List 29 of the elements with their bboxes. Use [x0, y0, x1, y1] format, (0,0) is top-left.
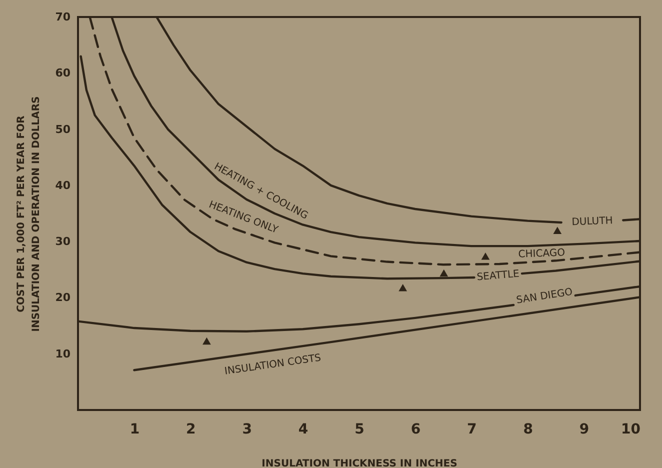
- y-tick-label: 50: [55, 122, 71, 136]
- x-tick-label: 1: [130, 422, 140, 438]
- x-tick-label: 2: [186, 422, 196, 438]
- point: [398, 284, 408, 292]
- x-tick-label: 4: [298, 422, 308, 438]
- series-label: DULUTH: [572, 216, 613, 228]
- point: [202, 337, 211, 345]
- point: [481, 252, 490, 260]
- y-tick-label: 70: [55, 10, 71, 24]
- x-tick-label: 3: [242, 422, 252, 438]
- annotation: CHICAGO: [518, 248, 566, 260]
- x-axis-title: INSULATION THICKNESS IN INCHES: [262, 458, 458, 468]
- x-tick-label: 9: [579, 422, 590, 438]
- x-tick-label: 7: [467, 422, 477, 438]
- y-tick-label: 30: [55, 235, 71, 248]
- y-axis-title: COST PER 1,000 FT² PER YEAR FOR INSULATION AND OPERATION IN DOLLARS: [16, 96, 42, 332]
- y-tick-label: 20: [55, 291, 71, 304]
- text: INSULATION COSTS: [224, 352, 322, 378]
- x-tick-label: 6: [410, 422, 421, 438]
- x-tick-label: 8: [523, 422, 533, 438]
- point: [553, 226, 562, 234]
- point: [440, 269, 448, 277]
- series-label: SEATTLE: [476, 268, 520, 284]
- x-tick-label: 10: [621, 422, 641, 438]
- y-tick-label: 60: [55, 66, 71, 80]
- x-tick-label: 5: [354, 422, 364, 438]
- y-tick-label: 10: [55, 347, 71, 360]
- text: SAN DIEGO: [516, 286, 574, 306]
- y-tick-label: 40: [55, 178, 71, 192]
